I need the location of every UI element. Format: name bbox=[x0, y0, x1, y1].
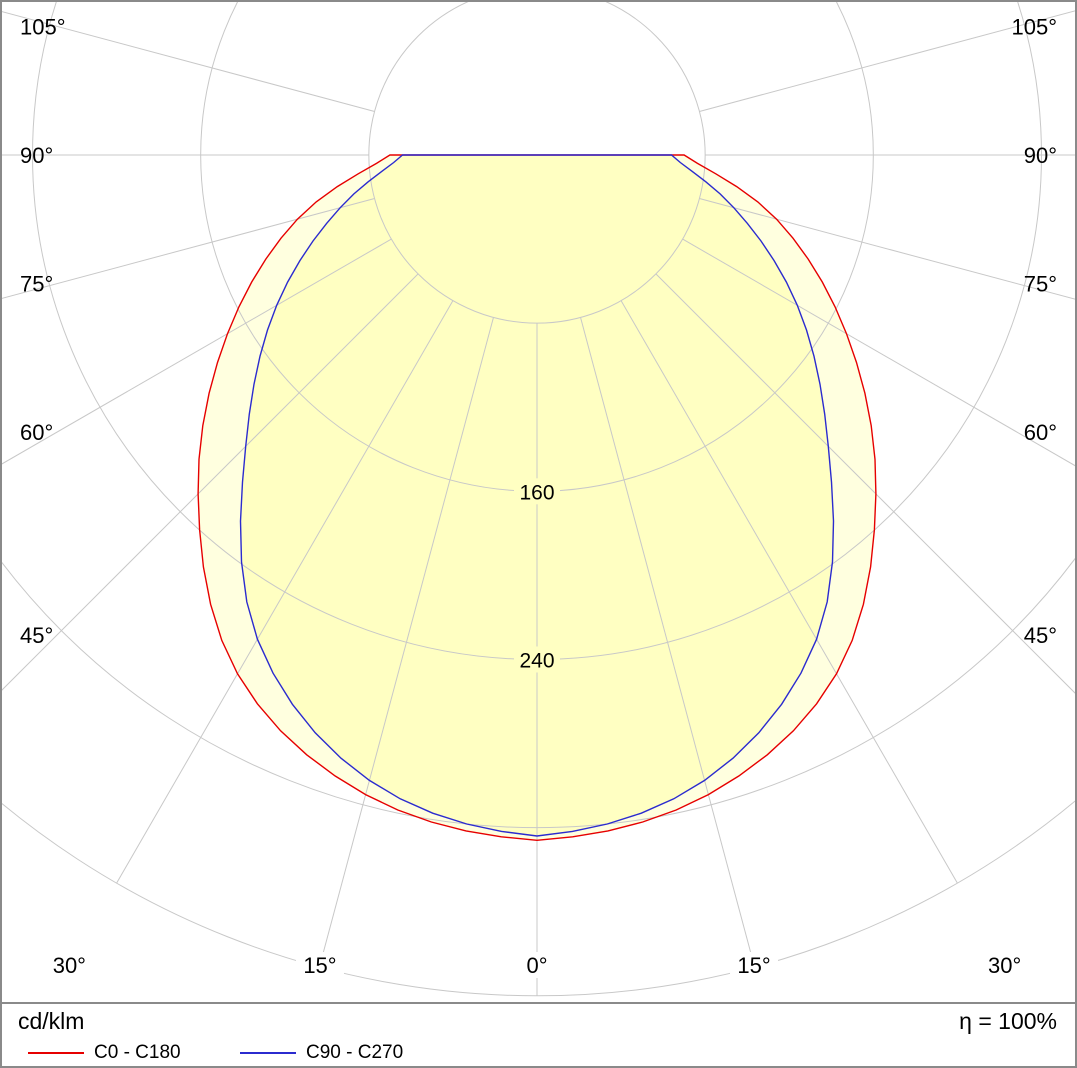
angle-label: 0° bbox=[526, 953, 547, 978]
polar-grid-ray bbox=[2, 11, 375, 112]
polar-grid-ray bbox=[116, 300, 454, 884]
angle-label: 15° bbox=[303, 953, 336, 978]
angle-label: 15° bbox=[737, 953, 770, 978]
angle-label: 75° bbox=[20, 272, 53, 297]
polar-grid-ray bbox=[318, 317, 494, 968]
legend-label-c90-c270: C90 - C270 bbox=[306, 1042, 404, 1063]
legend-item-c0-c180: C0 - C180 bbox=[28, 1042, 240, 1064]
angle-label-bg bbox=[295, 952, 344, 978]
angle-label-bg bbox=[45, 952, 94, 978]
polar-grid-ray bbox=[682, 238, 1075, 467]
angle-label-bg bbox=[513, 952, 561, 978]
angle-label: 60° bbox=[1024, 420, 1057, 445]
ring-label: 160 bbox=[519, 481, 554, 504]
legend-label-c0-c180: C0 - C180 bbox=[94, 1042, 181, 1063]
angle-label: 75° bbox=[1024, 272, 1057, 297]
angle-label: 105° bbox=[20, 14, 66, 39]
units-label: cd/klm bbox=[18, 1008, 85, 1034]
polar-grid-ray bbox=[699, 198, 1075, 300]
polar-grid-ray bbox=[580, 317, 756, 968]
polar-grid-ray bbox=[699, 10, 1075, 112]
polar-grid-ray bbox=[620, 300, 958, 884]
angle-label: 105° bbox=[1011, 14, 1057, 39]
polar-grid-ray bbox=[2, 198, 375, 299]
angle-label: 45° bbox=[1024, 623, 1057, 648]
ring-label: 240 bbox=[519, 649, 554, 672]
angle-label-bg bbox=[980, 952, 1029, 978]
polar-grid-ray bbox=[2, 238, 392, 465]
legend-line-red bbox=[28, 1052, 84, 1054]
polar-grid-ray bbox=[2, 273, 419, 691]
legend-line-blue bbox=[240, 1052, 296, 1054]
distribution-curve-c90-c270 bbox=[239, 154, 835, 837]
efficiency-label: η = 100% bbox=[959, 1008, 1057, 1034]
angle-label: 90° bbox=[20, 143, 53, 168]
angle-label: 60° bbox=[20, 420, 53, 445]
angle-label: 30° bbox=[53, 953, 86, 978]
angle-label-bg bbox=[730, 952, 779, 978]
ring-label-bg bbox=[514, 478, 560, 505]
footer-row-units: cd/klm η = 100% bbox=[2, 1004, 1075, 1035]
polar-chart: 160 240 105° 105° 90° 90° 75° 75° 60° 60° 45° 45° 30… bbox=[2, 2, 1075, 997]
distribution-curve-c0-c180 bbox=[197, 154, 877, 842]
angle-label: 45° bbox=[20, 623, 53, 648]
angle-label: 30° bbox=[988, 953, 1021, 978]
chart-footer: cd/klm η = 100% C0 - C180 C90 - C270 bbox=[2, 1002, 1075, 1066]
angle-label: 90° bbox=[1024, 143, 1057, 168]
legend-item-c90-c270: C90 - C270 bbox=[240, 1042, 452, 1064]
ring-label-bg bbox=[514, 646, 560, 673]
polar-grid-ray bbox=[655, 273, 1075, 694]
legend: C0 - C180 C90 - C270 bbox=[2, 1042, 1075, 1064]
